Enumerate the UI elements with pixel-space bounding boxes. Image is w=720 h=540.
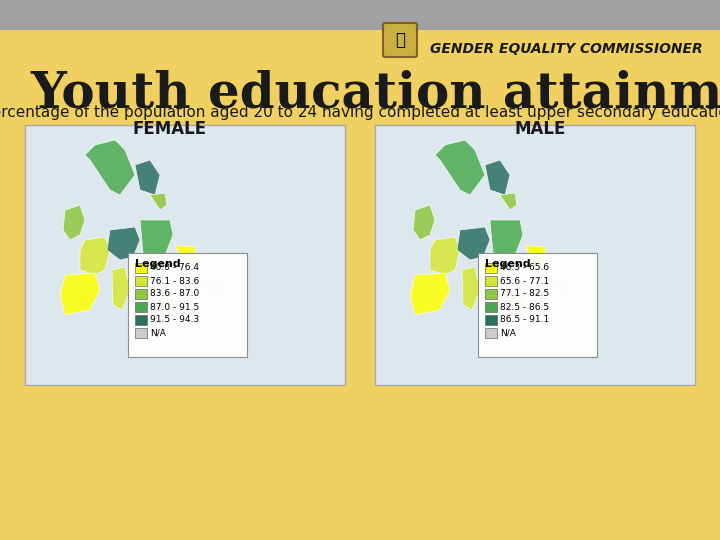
Polygon shape: [158, 290, 175, 320]
FancyBboxPatch shape: [478, 253, 597, 357]
Polygon shape: [63, 205, 85, 240]
Polygon shape: [85, 140, 135, 195]
Bar: [485, 289, 497, 299]
Text: GENDER EQUALITY COMMISSIONER: GENDER EQUALITY COMMISSIONER: [430, 42, 703, 56]
Text: MALE: MALE: [514, 120, 566, 138]
Polygon shape: [175, 245, 197, 270]
Text: 77.1 - 82.5: 77.1 - 82.5: [500, 289, 549, 299]
Text: N/A: N/A: [500, 328, 516, 338]
Polygon shape: [545, 275, 575, 300]
Polygon shape: [80, 237, 110, 275]
Bar: [135, 276, 147, 286]
Text: Youth education attainment level: Youth education attainment level: [30, 70, 720, 119]
FancyBboxPatch shape: [383, 23, 417, 57]
Text: 87.0 - 91.5: 87.0 - 91.5: [150, 302, 199, 312]
Bar: [485, 263, 497, 273]
Polygon shape: [430, 237, 460, 275]
Bar: [485, 276, 497, 286]
Polygon shape: [60, 273, 100, 315]
Bar: [135, 263, 147, 273]
Polygon shape: [112, 267, 130, 310]
Polygon shape: [435, 140, 485, 195]
Polygon shape: [485, 160, 510, 195]
Bar: [135, 289, 147, 299]
Text: 46.3 - 65.6: 46.3 - 65.6: [500, 264, 549, 273]
Text: 🦁: 🦁: [395, 31, 405, 49]
Polygon shape: [107, 227, 140, 260]
Bar: [0, 0, 720, 30]
Text: 65.6 - 77.1: 65.6 - 77.1: [500, 276, 549, 286]
Polygon shape: [140, 220, 173, 255]
Text: 76.1 - 83.6: 76.1 - 83.6: [150, 276, 199, 286]
Bar: [135, 302, 147, 312]
Polygon shape: [135, 160, 160, 195]
Bar: [485, 315, 497, 325]
Polygon shape: [525, 245, 547, 270]
Text: Legend: Legend: [485, 259, 531, 269]
Polygon shape: [490, 220, 523, 255]
FancyBboxPatch shape: [128, 253, 247, 357]
Text: N/A: N/A: [150, 328, 166, 338]
Bar: [135, 328, 147, 338]
Text: 82.5 - 86.5: 82.5 - 86.5: [500, 302, 549, 312]
Bar: [485, 302, 497, 312]
Text: FEMALE: FEMALE: [133, 120, 207, 138]
Polygon shape: [462, 267, 480, 310]
Text: 86.5 - 91.1: 86.5 - 91.1: [500, 315, 549, 325]
Polygon shape: [150, 193, 167, 210]
Polygon shape: [457, 227, 490, 260]
Polygon shape: [500, 193, 517, 210]
Text: Percentage of the population aged 20 to 24 having completed at least upper secon: Percentage of the population aged 20 to …: [0, 105, 720, 120]
Text: Legend: Legend: [135, 259, 181, 269]
Bar: [25, 125, 345, 385]
Bar: [485, 328, 497, 338]
Polygon shape: [508, 290, 525, 320]
Bar: [135, 315, 147, 325]
Polygon shape: [413, 205, 435, 240]
Text: 40.0 - 76.4: 40.0 - 76.4: [150, 264, 199, 273]
Polygon shape: [410, 273, 450, 315]
Text: 83.6 - 87.0: 83.6 - 87.0: [150, 289, 199, 299]
Text: 91.5 - 94.3: 91.5 - 94.3: [150, 315, 199, 325]
Bar: [375, 125, 695, 385]
Polygon shape: [195, 275, 225, 300]
